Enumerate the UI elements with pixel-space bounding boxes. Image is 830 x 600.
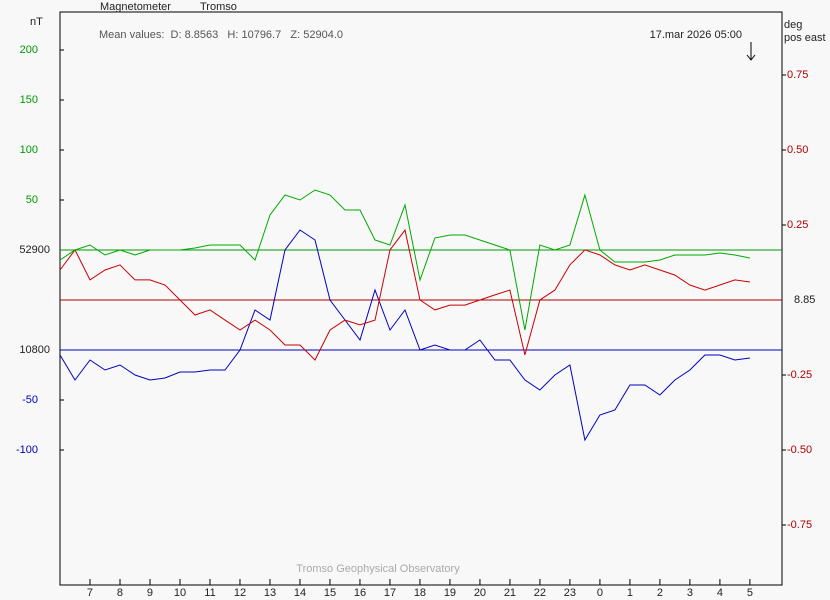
timestamp: 17.mar 2026 05:00 xyxy=(650,29,742,41)
y2-tick-label: -0.25 xyxy=(787,369,812,381)
y2-tick-label: 0.25 xyxy=(787,219,808,231)
x-tick-label: 9 xyxy=(147,587,153,599)
series-line xyxy=(59,228,750,361)
baseline-label: 8.85 xyxy=(794,294,815,306)
station: Tromso xyxy=(200,1,237,13)
x-tick-label: 4 xyxy=(717,587,723,599)
y2-tick-label: -0.75 xyxy=(787,519,812,531)
y-tick-label: -50 xyxy=(22,394,38,406)
x-tick-label: 1 xyxy=(627,587,633,599)
x-tick-label: 5 xyxy=(747,587,753,599)
y2-tick-label: 0.50 xyxy=(787,144,808,156)
y-tick-label: 100 xyxy=(20,144,38,156)
y2-tick-label: 0.75 xyxy=(787,69,808,81)
plot-frame xyxy=(59,11,783,586)
x-tick-label: 16 xyxy=(354,587,366,599)
y2-tick-label: -0.50 xyxy=(787,444,812,456)
x-tick-label: 17 xyxy=(384,587,396,599)
arrow xyxy=(746,42,756,61)
x-tick-label: 7 xyxy=(87,587,93,599)
series-line xyxy=(59,229,750,442)
x-tick-label: 21 xyxy=(504,587,516,599)
x-tick-label: 0 xyxy=(597,587,603,599)
x-tick-label: 18 xyxy=(414,587,426,599)
x-tick-label: 19 xyxy=(444,587,456,599)
x-tick-label: 13 xyxy=(264,587,276,599)
x-tick-label: 8 xyxy=(117,587,123,599)
x-tick-label: 10 xyxy=(174,587,186,599)
footer: Tromso Geophysical Observatory xyxy=(296,563,460,575)
x-tick-label: 11 xyxy=(204,587,215,599)
x-tick-label: 15 xyxy=(324,587,336,599)
baseline-label: 52900 xyxy=(19,244,50,256)
x-tick-label: 3 xyxy=(687,587,693,599)
chart-title: Magnetometer xyxy=(100,1,171,13)
y-tick-label: 50 xyxy=(26,194,38,206)
y-tick-label: 200 xyxy=(20,44,38,56)
y-tick-label: 150 xyxy=(20,94,38,106)
y2-axis-sublabel: pos east xyxy=(784,32,826,44)
x-tick-label: 23 xyxy=(564,587,576,599)
x-tick-label: 14 xyxy=(294,587,306,599)
series-line xyxy=(59,189,750,331)
x-tick-label: 2 xyxy=(657,587,663,599)
subtitle: Mean values: D: 8.8563 H: 10796.7 Z: 529… xyxy=(99,29,343,41)
x-tick-label: 12 xyxy=(234,587,246,599)
y-axis-label: nT xyxy=(30,16,43,28)
y2-axis-label: deg xyxy=(784,19,802,31)
x-tick-label: 20 xyxy=(474,587,486,599)
baseline-label: 10800 xyxy=(19,344,50,356)
y-tick-label: -100 xyxy=(16,444,38,456)
x-tick-label: 22 xyxy=(534,587,546,599)
